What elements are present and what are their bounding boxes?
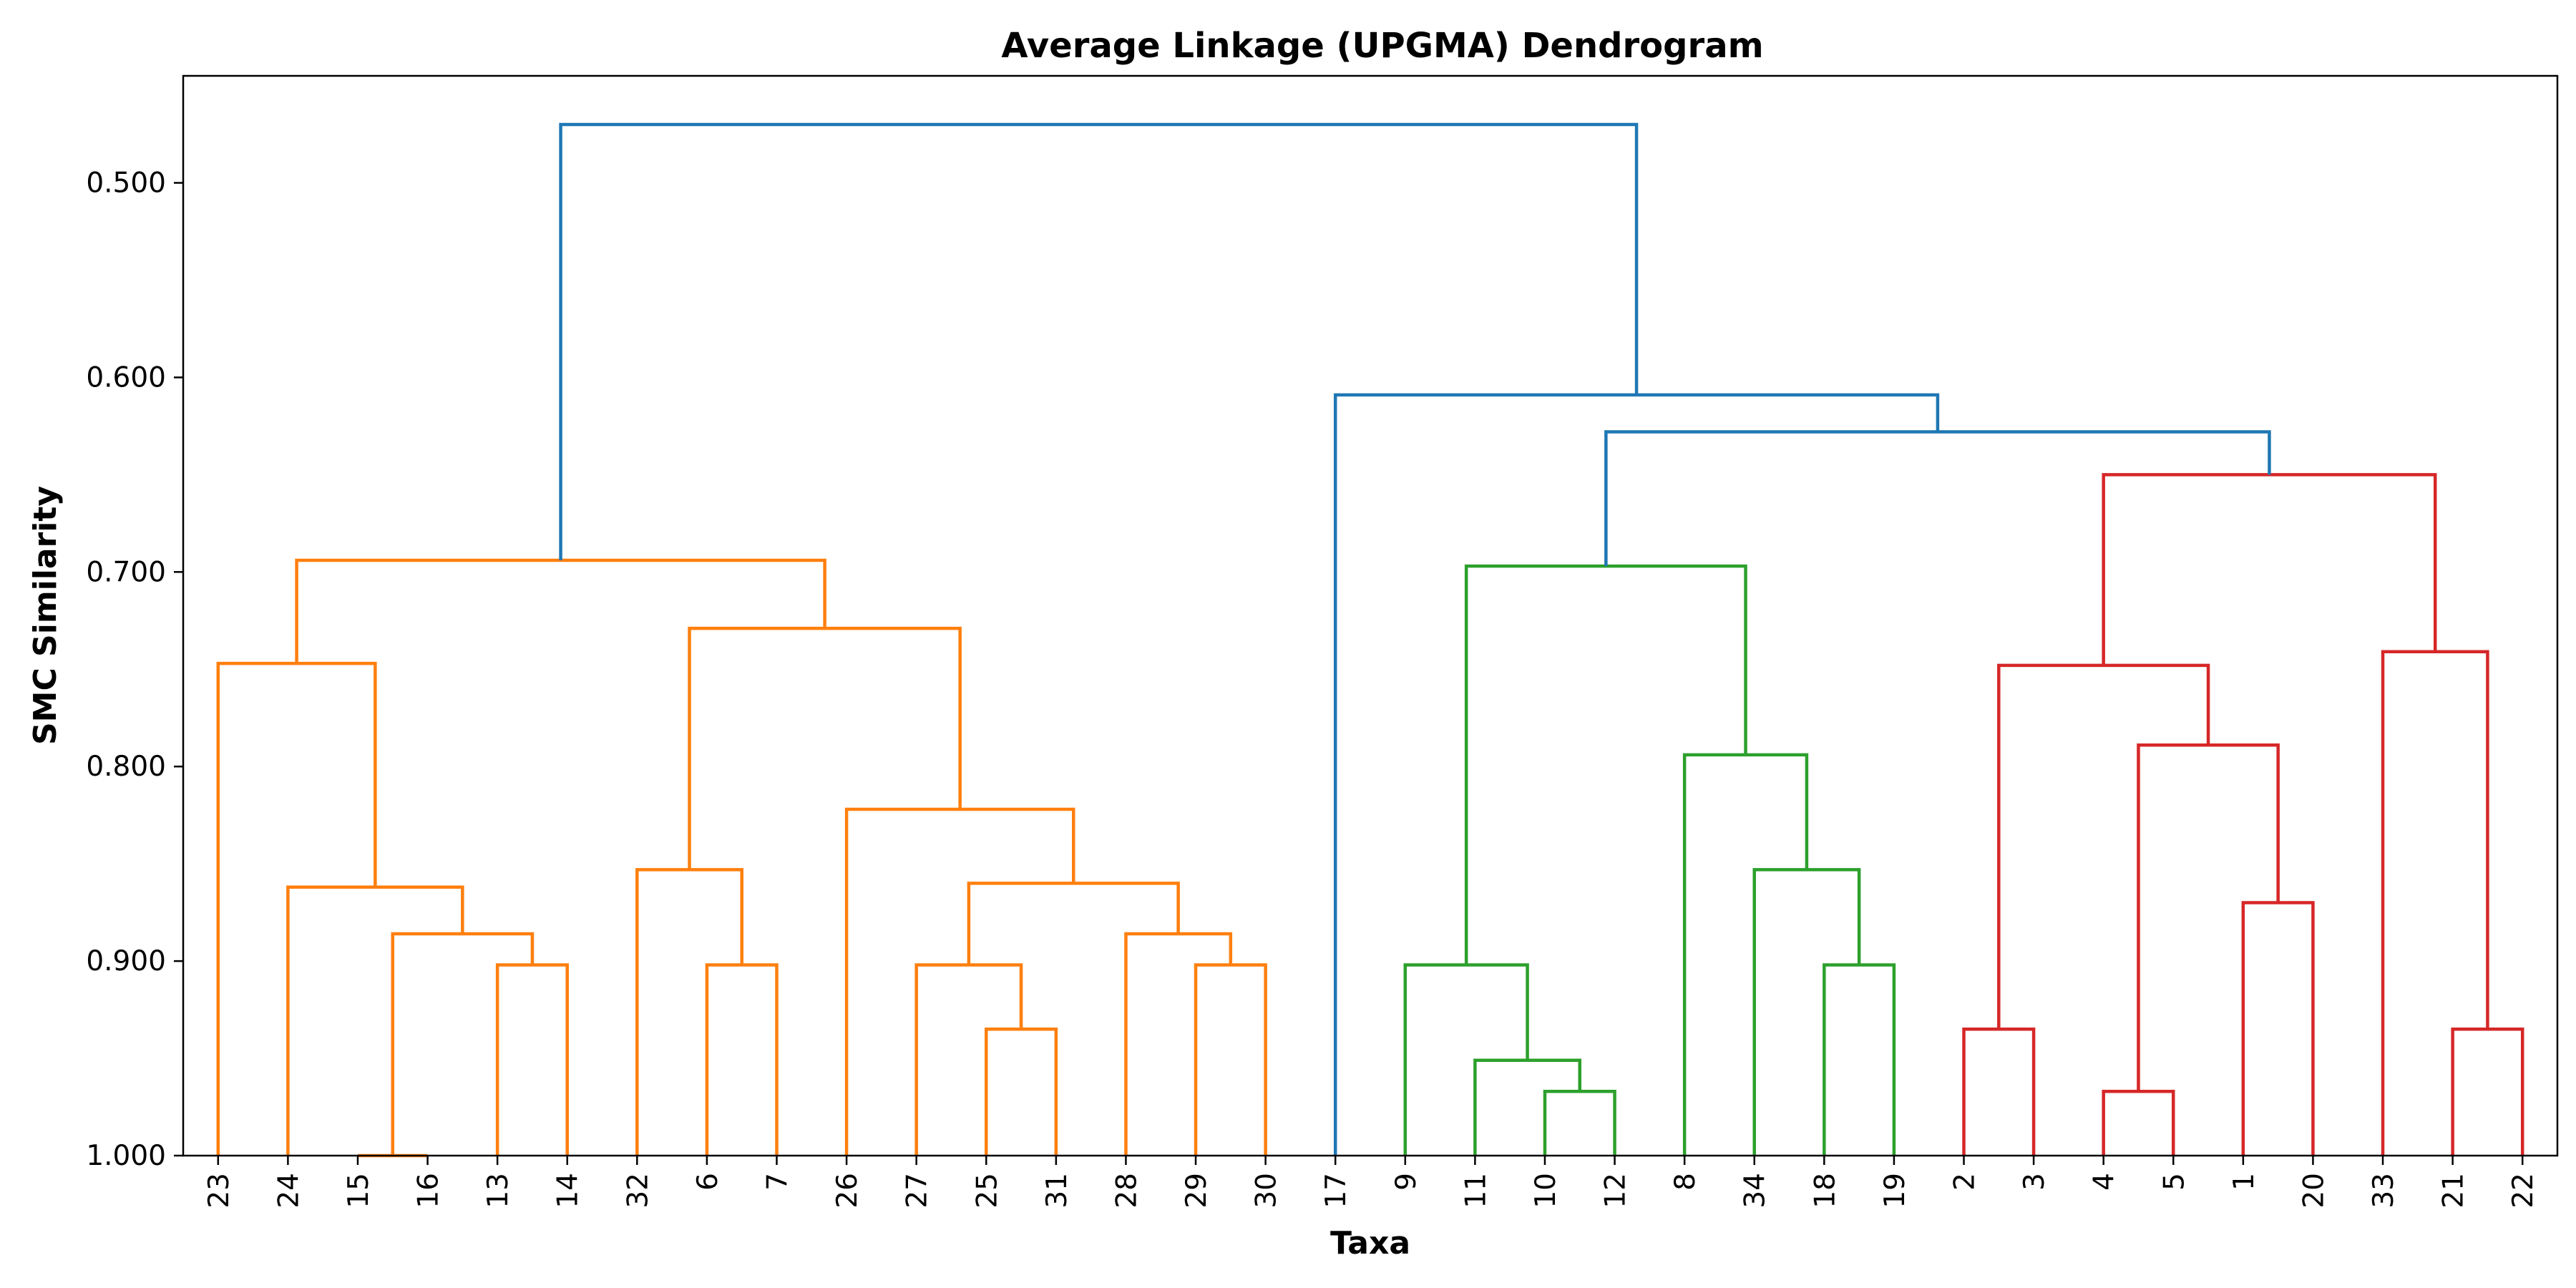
leaf-label: 8 [1669, 1173, 1702, 1191]
leaf-label: 15 [343, 1173, 375, 1209]
leaf-label: 32 [622, 1173, 654, 1209]
leaf-label: 9 [1390, 1173, 1423, 1191]
leaf-label: 1 [2228, 1173, 2260, 1191]
leaf-label: 23 [203, 1173, 235, 1209]
leaf-label: 31 [1041, 1173, 1073, 1209]
leaf-label: 7 [762, 1173, 794, 1191]
dendrogram-link [2451, 1028, 2524, 1156]
leaf-label: 34 [1740, 1173, 1772, 1209]
leaf-label: 29 [1181, 1173, 1213, 1209]
dendrogram-link [2241, 901, 2315, 1156]
leaf-label: 16 [413, 1173, 445, 1209]
dendrogram-link [1464, 564, 1747, 965]
dendrogram-link [1124, 932, 1233, 1156]
dendrogram-link [1997, 663, 2210, 1030]
dendrogram-link [844, 807, 1075, 1156]
leaf-label: 3 [2019, 1173, 2051, 1191]
dendrogram-link [914, 963, 1023, 1156]
dendrogram-link [985, 1028, 1058, 1156]
dendrogram-link [286, 885, 464, 1156]
dendrogram-links [216, 122, 2524, 1158]
leaf-label: 4 [2089, 1173, 2121, 1191]
dendrogram-link [635, 868, 743, 1156]
leaf-label: 30 [1251, 1173, 1283, 1209]
leaf-label: 26 [831, 1173, 864, 1209]
plot-frame [182, 74, 2559, 1157]
leaf-label: 22 [2507, 1173, 2540, 1209]
leaf-label: 14 [552, 1173, 585, 1209]
y-tick-label: 0.900 [86, 945, 166, 977]
dendrogram-link [967, 882, 1180, 965]
dendrogram-link [1543, 1090, 1616, 1156]
y-tick-label: 0.800 [86, 751, 166, 783]
dendrogram-link [1194, 963, 1267, 1156]
leaf-label: 11 [1460, 1173, 1492, 1209]
y-axis-ticks: 0.500 0.600 0.700 0.800 0.900 1.000 [86, 167, 183, 1172]
y-tick-label: 1.000 [86, 1140, 166, 1172]
dendrogram-link [2381, 650, 2489, 1156]
dendrogram-link [1962, 1028, 2036, 1156]
leaf-label: 6 [692, 1173, 724, 1191]
chart-title: Average Linkage (UPGMA) Dendrogram [1001, 26, 1763, 66]
dendrogram-link [2137, 743, 2280, 1092]
y-tick-label: 0.600 [86, 361, 166, 394]
y-axis-label: SMC Similarity [27, 486, 64, 745]
leaf-label: 27 [902, 1173, 934, 1209]
leaf-label: 24 [273, 1173, 305, 1209]
leaf-label: 2 [1949, 1173, 1981, 1191]
dendrogram-link [1604, 430, 2271, 567]
leaf-label: 28 [1111, 1173, 1143, 1209]
leaf-label: 10 [1530, 1173, 1562, 1209]
dendrogram-link [1403, 963, 1529, 1156]
leaf-label: 18 [1809, 1173, 1841, 1209]
leaf-label: 33 [2368, 1173, 2400, 1209]
dendrogram-link [1682, 753, 1809, 1156]
y-tick-label: 0.700 [86, 556, 166, 588]
dendrogram-link [1473, 1058, 1582, 1156]
leaf-label: 12 [1600, 1173, 1632, 1209]
leaf-label: 17 [1320, 1173, 1352, 1209]
x-axis-ticks: 23 24 15 16 13 14 32 6 7 26 27 25 31 28 29 30 17 9 11 10 12 8… [203, 1156, 2540, 1209]
leaf-label: 5 [2158, 1173, 2190, 1191]
leaf-label: 20 [2298, 1173, 2330, 1209]
dendrogram-link [495, 963, 569, 1156]
dendrogram-link [391, 932, 535, 1156]
dendrogram-link [1333, 393, 1940, 1156]
dendrogram-link [295, 558, 826, 664]
dendrogram-link [559, 122, 1639, 561]
dendrogram-link [216, 661, 377, 1156]
x-axis-label: Taxa [1330, 1225, 1410, 1262]
dendrogram-link [1823, 963, 1896, 1156]
dendrogram-link [1752, 868, 1861, 1156]
leaf-label: 13 [482, 1173, 514, 1209]
dendrogram-link [705, 963, 779, 1156]
dendrogram-link [2102, 1090, 2175, 1156]
dendrogram-link [688, 626, 962, 870]
leaf-label: 25 [971, 1173, 1003, 1209]
leaf-label: 21 [2438, 1173, 2470, 1209]
leaf-label: 19 [1879, 1173, 1911, 1209]
dendrogram-link [2102, 473, 2437, 665]
y-tick-label: 0.500 [86, 167, 166, 200]
